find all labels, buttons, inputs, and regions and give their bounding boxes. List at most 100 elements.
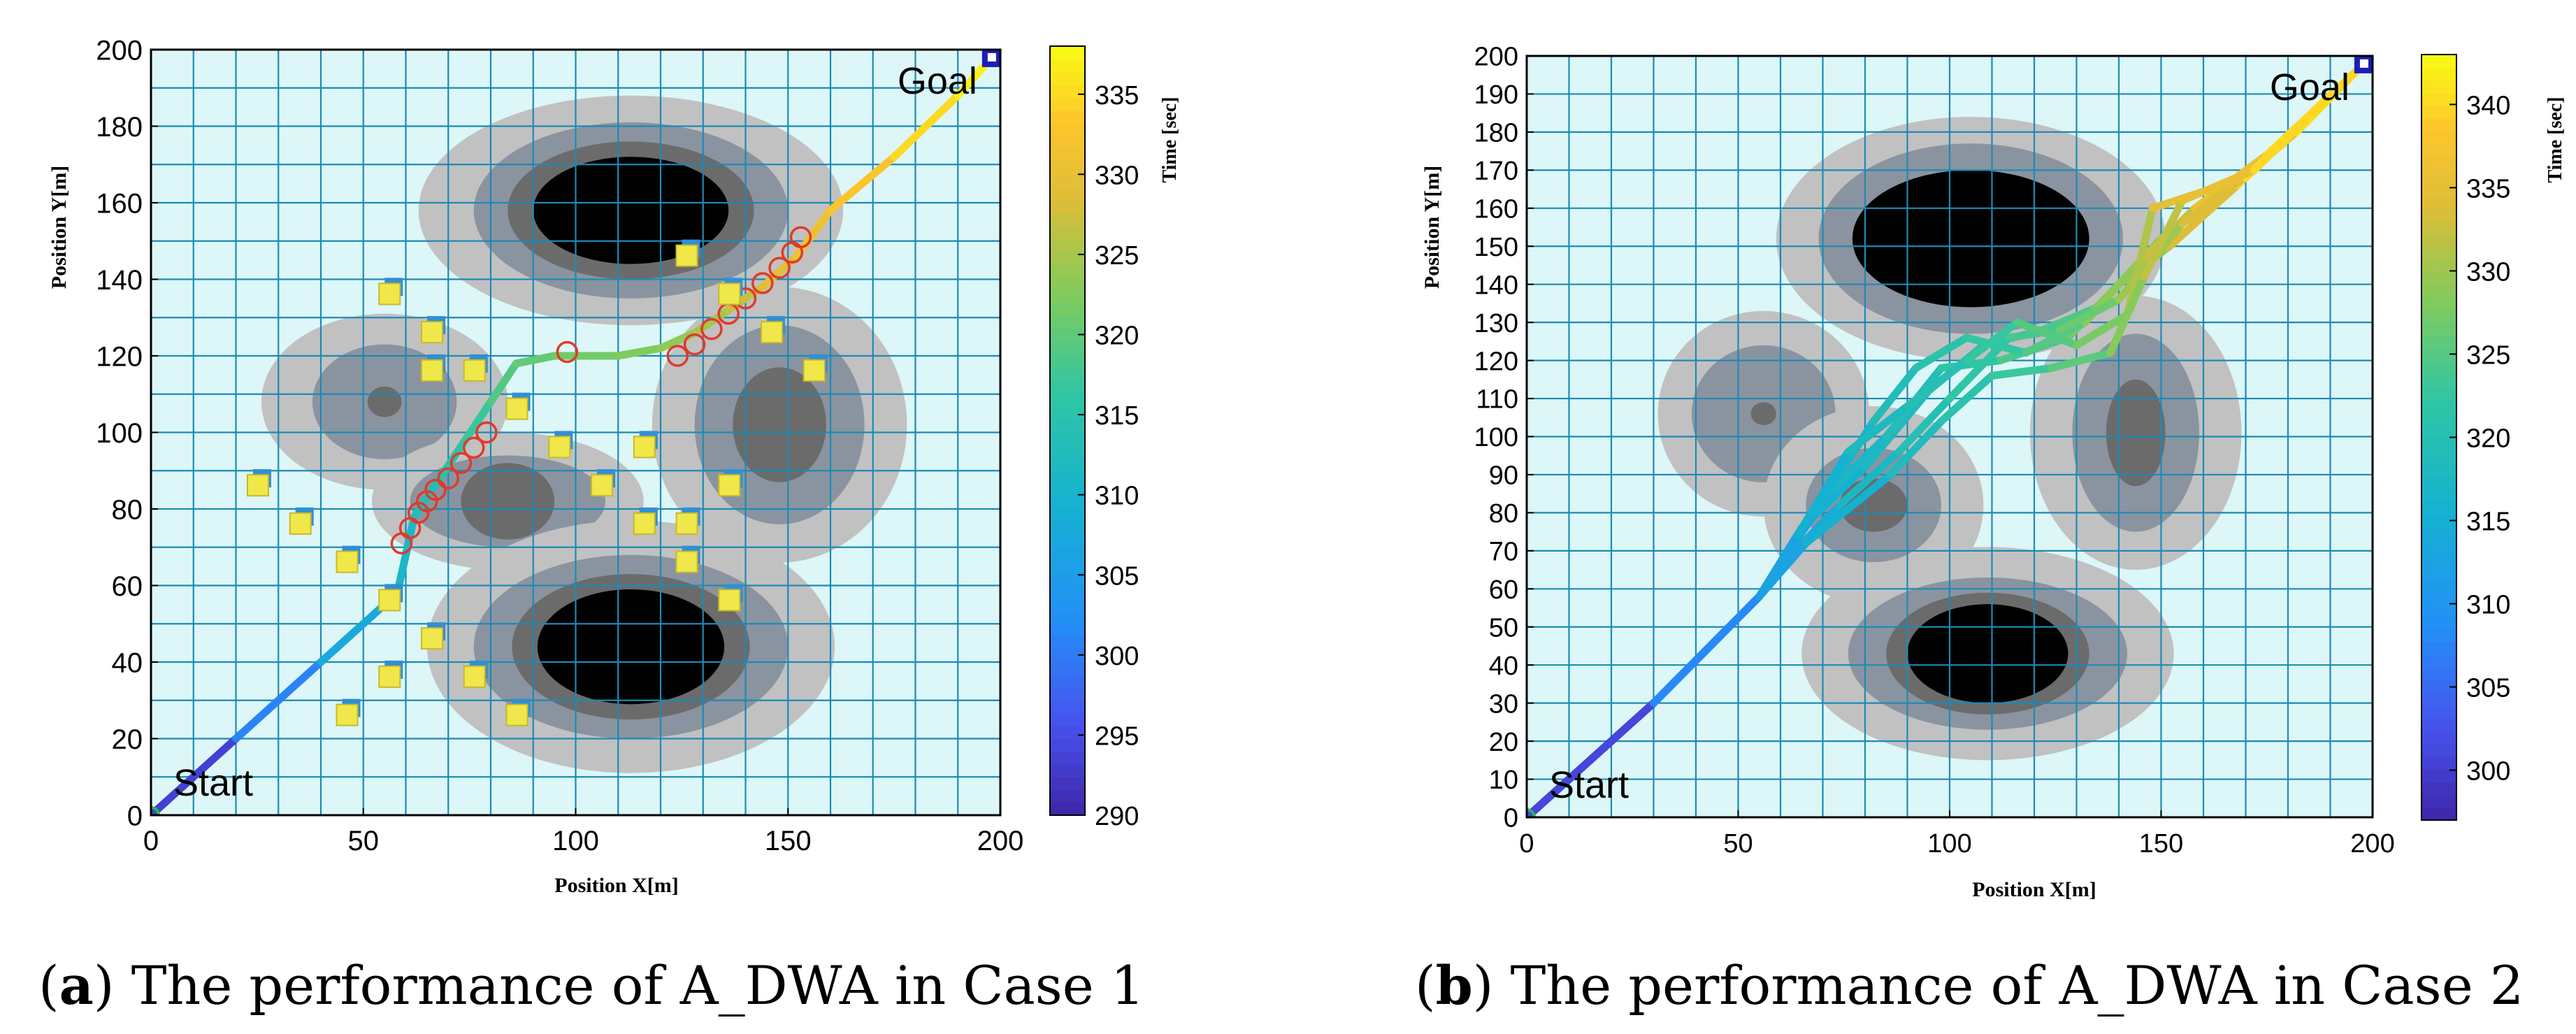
colorbar-band <box>2422 245 2456 259</box>
colorbar-band <box>2422 769 2456 783</box>
path-segment <box>2055 295 2123 334</box>
path-segment <box>2005 326 2064 342</box>
predicted-marker <box>462 436 485 459</box>
colorbar-band <box>2422 220 2456 234</box>
colorbar-band <box>2422 667 2456 681</box>
colorbar-band <box>2422 603 2456 617</box>
dynamic-obstacle <box>336 703 359 726</box>
colorbar-label-a: Time [sec] <box>1159 96 1181 182</box>
y-tick-label: 120 <box>1474 347 1518 376</box>
colorbar-band <box>2422 335 2456 349</box>
x-tick-label: 50 <box>1723 829 1753 859</box>
y-tick-label: 100 <box>96 418 143 449</box>
colorbar-band <box>1050 777 1085 791</box>
dynamic-obstacle <box>289 512 312 535</box>
colorbar-band <box>2422 80 2456 94</box>
path-segment <box>461 398 495 444</box>
colorbar-band <box>1050 264 1085 278</box>
colorbar-band <box>1050 213 1085 227</box>
caption-b: (b) The performance of A_DWA in Case 2 <box>1415 954 2524 1017</box>
grid-b <box>1527 56 2373 817</box>
predicted-marker <box>768 257 791 279</box>
colorbar-tick-label: 320 <box>2466 424 2510 454</box>
path-segment <box>1937 371 1996 426</box>
path-segment <box>1945 333 2013 403</box>
colorbar-band <box>2422 807 2456 821</box>
colorbar-band <box>2422 182 2456 196</box>
colorbar-band <box>1050 123 1085 137</box>
colorbar-band <box>2422 577 2456 591</box>
colorbar-band <box>1050 148 1085 162</box>
colorbar-b: 300 305 310 315 320 325 330 335 340 <box>2421 54 2510 821</box>
colorbar-band <box>2422 347 2456 361</box>
colorbar-band <box>2422 157 2456 171</box>
colorbar-tick-label: 315 <box>1095 401 1139 431</box>
colorbar-band <box>1050 508 1085 522</box>
colorbar-band <box>2422 718 2456 732</box>
caption-a-label: a <box>59 954 94 1017</box>
path-segment <box>487 359 520 406</box>
x-tick-label: 150 <box>2139 829 2183 859</box>
colorbar-band <box>1050 738 1085 752</box>
colorbar-band <box>2422 680 2456 694</box>
path-segment <box>1801 471 1894 547</box>
colorbar-band <box>1050 571 1085 585</box>
path-segment <box>2140 196 2187 281</box>
colorbar-band <box>2422 131 2456 145</box>
colorbar-band <box>1050 405 1085 419</box>
y-tick-label: 170 <box>1474 157 1518 186</box>
colorbar-band <box>2422 271 2456 285</box>
path-segment <box>1912 333 1971 372</box>
dynamic-obstacle <box>505 703 528 726</box>
path-segment <box>890 92 962 161</box>
colorbar-band <box>1050 174 1085 188</box>
caption-b-text: The performance of A_DWA in Case 2 <box>1511 954 2524 1017</box>
colorbar-band <box>1050 494 1085 508</box>
colorbar-band <box>1050 136 1085 150</box>
dynamic-obstacle <box>675 244 698 267</box>
path-segment <box>1827 433 1890 494</box>
dynamic-obstacle <box>803 359 826 382</box>
y-tick-label: 160 <box>96 188 143 219</box>
colorbar-band <box>2422 475 2456 489</box>
x-axis-label-b: Position X[m] <box>1972 878 2096 901</box>
start-label-b: Start <box>1549 764 1629 806</box>
colorbar-band <box>1050 379 1085 393</box>
y-tick-label: 30 <box>1489 689 1518 719</box>
path-segment <box>2013 318 2080 350</box>
path-segment <box>512 352 559 368</box>
obstacle-lower-large-level-3 <box>537 589 725 705</box>
colorbar-band <box>1050 610 1085 624</box>
colorbar-band <box>2422 756 2456 770</box>
colorbar-band <box>1050 559 1085 573</box>
predicted-marker <box>789 226 812 249</box>
caption-a-text: The performance of A_DWA in Case 1 <box>131 954 1145 1017</box>
x-axis-label-a: Position X[m] <box>554 874 678 897</box>
colorbar-a: 290 295 300 305 310 315 320 325 330 335 <box>1049 45 1139 831</box>
obstacle-lower-large-level-3 <box>1907 604 2068 703</box>
colorbar-tick-label: 290 <box>1095 802 1139 831</box>
caption-a: (a) The performance of A_DWA in Case 1 <box>38 954 1144 1017</box>
colorbar-band <box>2422 501 2456 515</box>
predicted-marker <box>683 333 706 356</box>
dynamic-obstacle <box>718 589 741 612</box>
y-axis-label-a: Position Y[m] <box>48 166 71 289</box>
colorbar-band <box>1050 712 1085 726</box>
y-axis-label-b: Position Y[m] <box>1420 166 1444 289</box>
colorbar-band <box>1050 328 1085 342</box>
colorbar-frame <box>1049 45 1086 816</box>
colorbar-band <box>2422 398 2456 412</box>
colorbar-tick-label: 330 <box>1095 161 1139 190</box>
colorbar-band <box>2422 590 2456 604</box>
path-segment <box>2073 310 2131 350</box>
colorbar-band <box>2422 412 2456 426</box>
y-tick-label: 180 <box>1474 119 1518 148</box>
colorbar-band <box>2422 629 2456 642</box>
x-tick-label: 200 <box>2350 829 2394 859</box>
path-segment <box>614 344 665 360</box>
colorbar-band <box>2422 782 2456 796</box>
colorbar-band <box>2422 514 2456 528</box>
colorbar-band <box>2422 654 2456 668</box>
colorbar-band <box>2422 743 2456 757</box>
colorbar-band <box>1050 520 1085 534</box>
